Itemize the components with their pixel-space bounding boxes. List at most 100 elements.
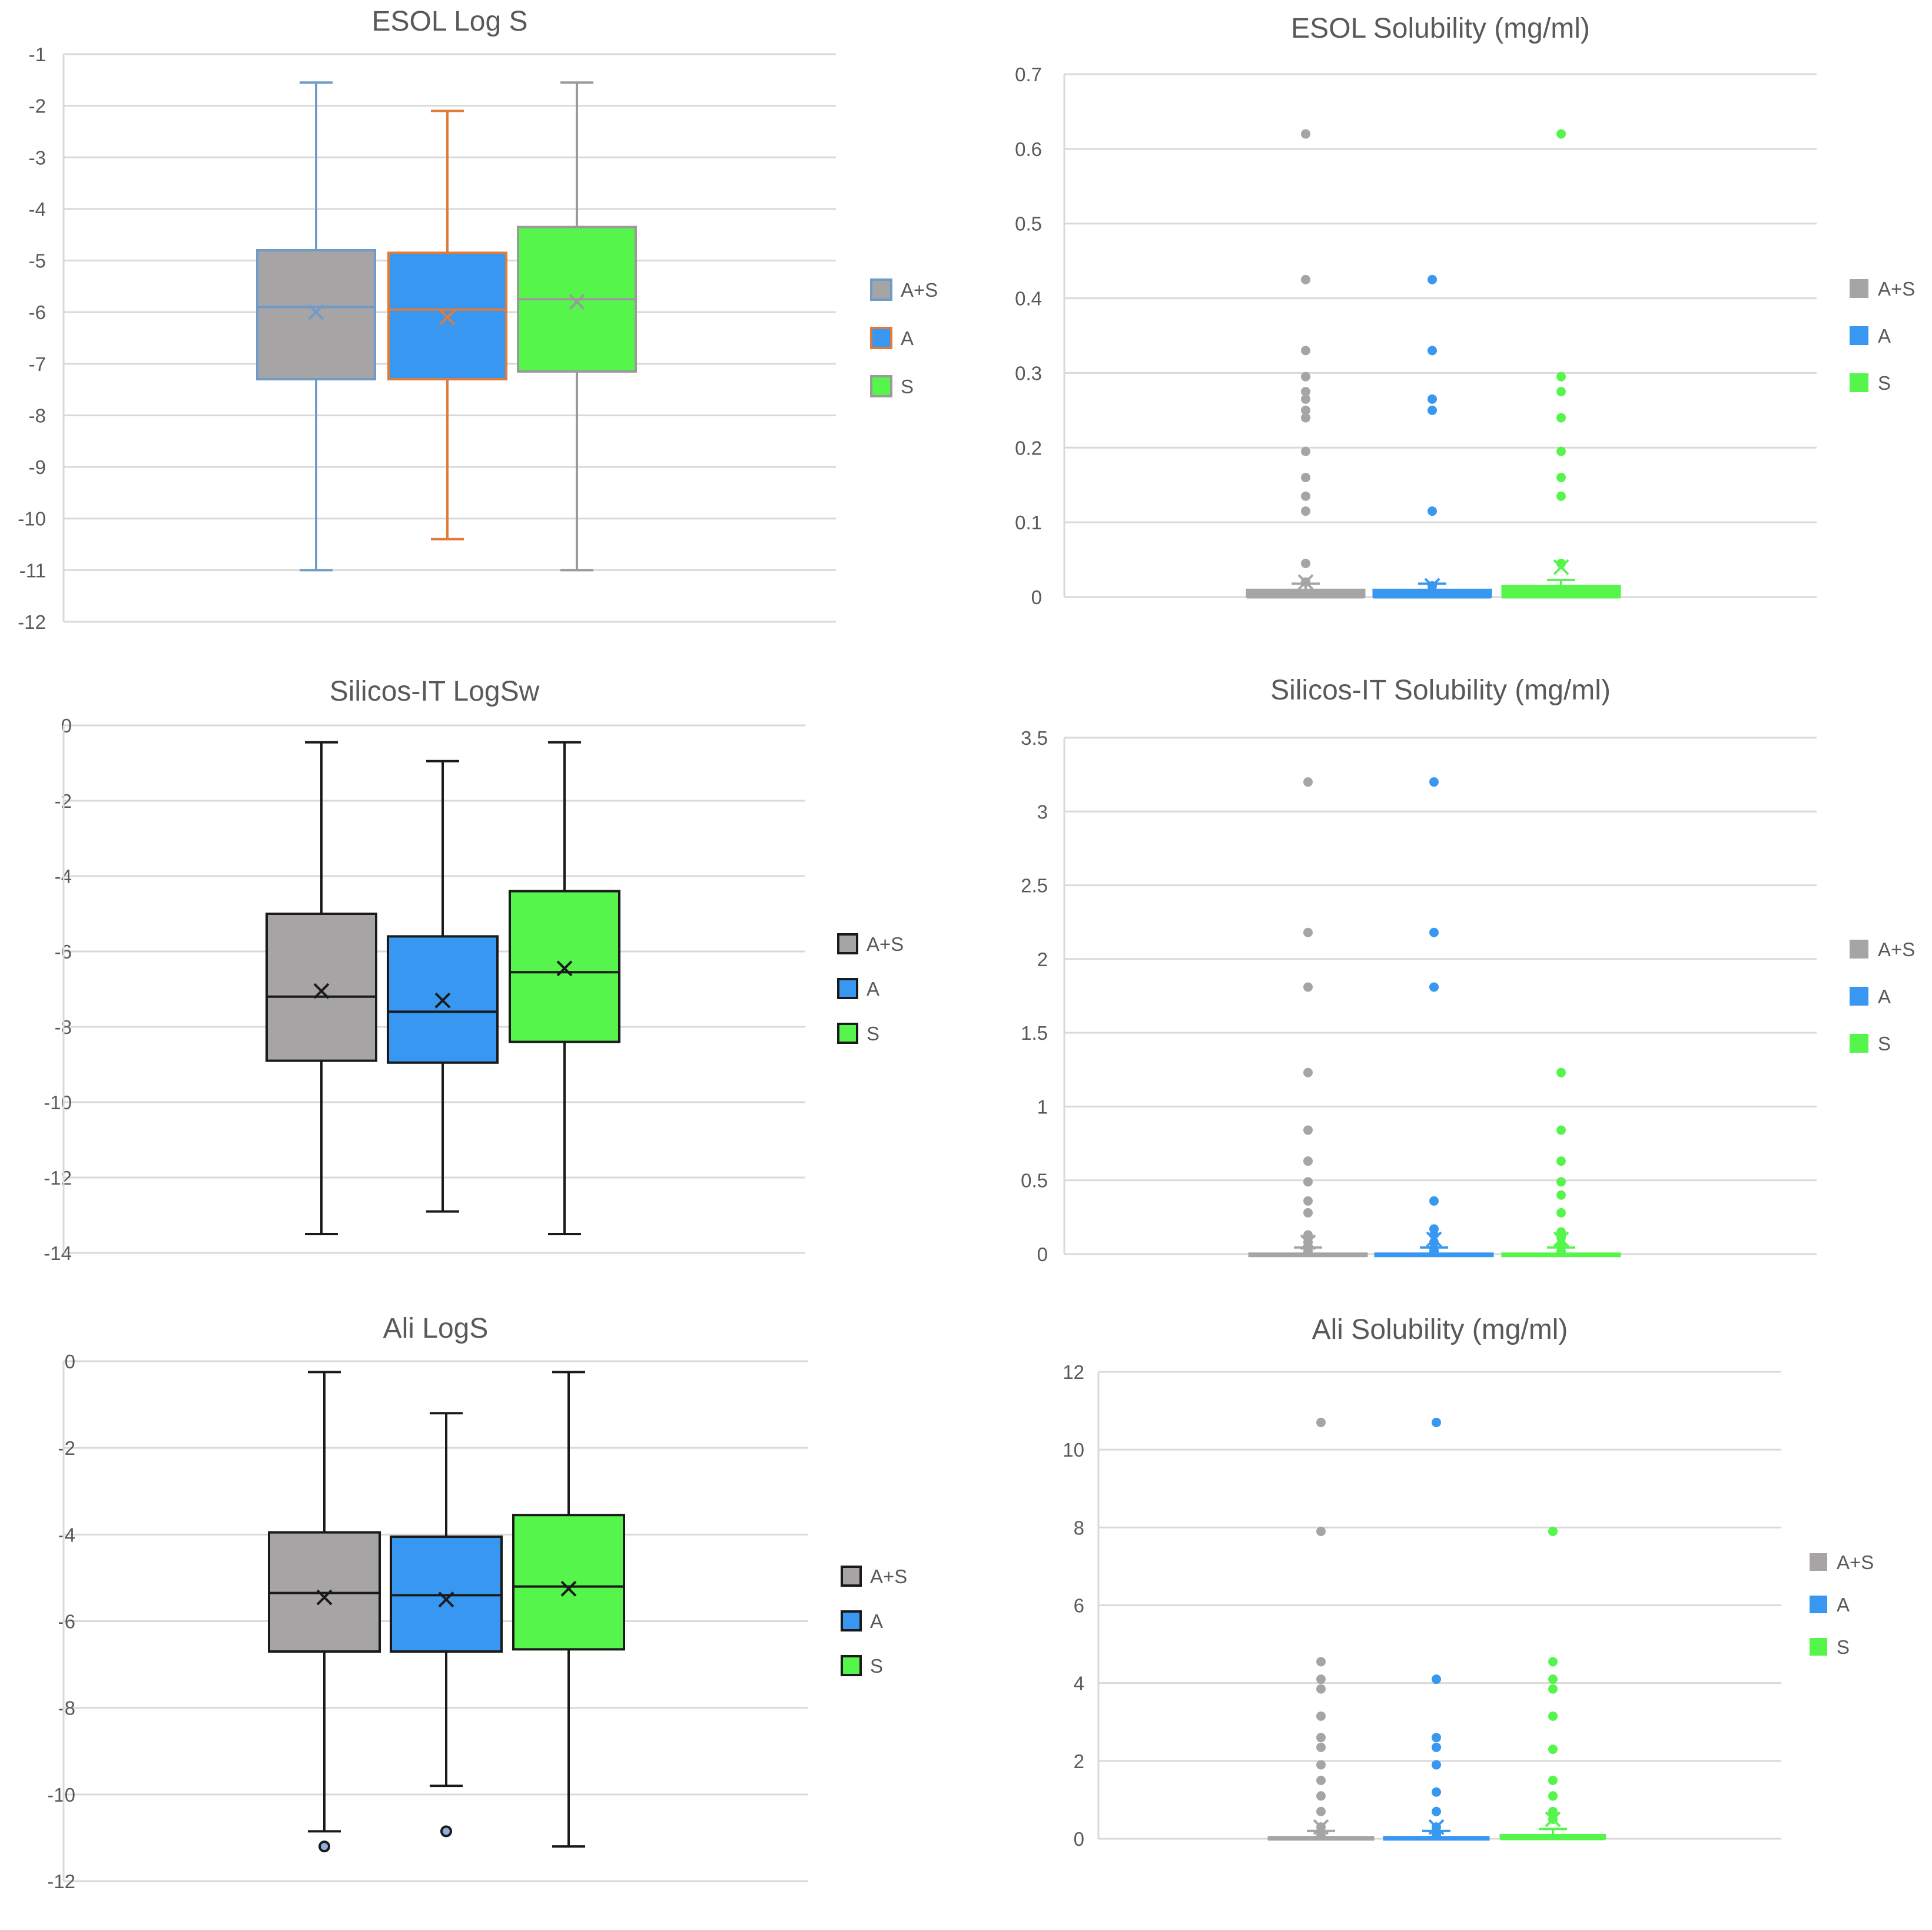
y-tick-label: -2 [58, 1437, 75, 1459]
chart-title: Silicos-IT Solubility (mg/ml) [1270, 675, 1611, 706]
legend-swatch-A [1850, 326, 1868, 345]
y-tick-label: 8 [1074, 1517, 1084, 1538]
data-point [1301, 473, 1310, 483]
y-tick-label: 2 [1074, 1750, 1084, 1772]
y-tick-label: -10 [44, 1092, 72, 1113]
box-A+S [265, 913, 377, 1062]
y-tick-label: -7 [29, 353, 46, 375]
data-point [1303, 927, 1313, 937]
y-tick-label: -12 [18, 611, 46, 633]
data-point [1316, 1806, 1326, 1816]
legend-swatch-A+S [1850, 279, 1868, 298]
chart-title: Ali LogS [383, 1313, 489, 1344]
legend-label: A+S [1878, 939, 1915, 960]
legend-label: A+S [870, 1566, 907, 1587]
chart-panel-4: Silicos-IT Solubility (mg/ml) 3.5 3 2.5 2 1.5… [1021, 675, 1915, 1265]
y-tick-label: -10 [18, 508, 46, 530]
mean-marker [308, 304, 324, 320]
legend-label: A [867, 978, 879, 1000]
series-A+S [1267, 1417, 1375, 1841]
mean-marker [1297, 574, 1314, 591]
y-tick-label: -8 [58, 1697, 75, 1719]
legend-label: S [1878, 372, 1891, 394]
mean-marker [1424, 578, 1440, 594]
data-point [1548, 1711, 1558, 1721]
y-tick-label: 3.5 [1021, 727, 1048, 749]
y-tick-label: 0.6 [1015, 138, 1042, 160]
y-tick-label: 0 [1031, 586, 1042, 608]
data-point [1429, 1246, 1439, 1256]
chart-panel-6: Ali Solubility (mg/ml) 12 10 8 6 4 2 0 A+S AS [1063, 1314, 1874, 1850]
series-A [1372, 274, 1492, 599]
series-S [1501, 129, 1621, 599]
box-A+S [256, 249, 376, 381]
data-point [1301, 129, 1310, 139]
legend-label: A [870, 1610, 883, 1632]
data-point [1548, 1775, 1558, 1785]
data-point [1548, 1526, 1558, 1536]
data-point [1556, 473, 1566, 483]
series-A [390, 1412, 503, 1838]
y-tick-label: 12 [1063, 1361, 1084, 1383]
y-tick-label: 6 [1074, 1595, 1084, 1617]
y-tick-label: 0.5 [1021, 1170, 1048, 1192]
data-point [1556, 1208, 1566, 1218]
data-point [1428, 394, 1437, 404]
mean-marker [438, 1591, 454, 1608]
data-point [1303, 1156, 1313, 1166]
y-tick-label: 0.2 [1015, 437, 1042, 459]
data-point [1556, 1177, 1566, 1187]
mean-marker [556, 960, 573, 977]
data-point [1301, 506, 1310, 516]
data-point [1316, 1684, 1326, 1694]
legend-swatch-S [837, 1023, 858, 1044]
y-tick-label: -11 [19, 559, 46, 581]
legend-swatch-A [837, 978, 858, 999]
legend: A+S A S [841, 1566, 907, 1677]
mean-marker [1545, 1811, 1561, 1828]
data-point [1303, 777, 1313, 787]
data-point [1316, 1775, 1326, 1785]
series-A [1383, 1417, 1490, 1841]
data-point [1556, 387, 1566, 397]
data-point [1316, 1657, 1326, 1667]
y-tick-label: 0.1 [1015, 512, 1042, 533]
mean-marker [1300, 1234, 1316, 1251]
data-point [1301, 372, 1310, 382]
data-point [1556, 413, 1566, 423]
legend-label: A+S [1878, 278, 1915, 300]
legend-swatch-A+S [841, 1566, 862, 1587]
chart-panel-2: ESOL Solubility (mg/ml) 0.7 0.6 0.5 0.4 0.3 0.… [1015, 13, 1915, 608]
y-tick-label: 2.5 [1021, 875, 1048, 897]
data-point [1316, 1733, 1326, 1743]
y-tick-label: -2 [29, 95, 46, 117]
box-S [509, 890, 620, 1043]
data-point [1429, 982, 1439, 992]
legend: A+S A S [837, 933, 904, 1044]
data-point [1556, 1125, 1566, 1135]
legend-swatch-A [841, 1610, 862, 1631]
y-tick-label: 0.3 [1015, 362, 1042, 384]
data-point [1429, 1196, 1439, 1206]
mean-marker [434, 992, 451, 1009]
data-point [1432, 1742, 1441, 1752]
data-point [1301, 491, 1310, 501]
y-tick-label: -12 [47, 1871, 75, 1892]
legend-label: A [1878, 986, 1891, 1007]
y-tick-label: 3 [1037, 801, 1048, 823]
data-point [1548, 1791, 1558, 1801]
y-tick-label: -6 [29, 301, 46, 323]
series-A+S [265, 741, 377, 1235]
series-S [512, 1371, 625, 1848]
legend-label: A+S [867, 933, 904, 955]
data-point [1316, 1417, 1326, 1427]
y-tick-label: 1.5 [1021, 1022, 1048, 1044]
legend-label: S [901, 376, 914, 397]
mean-marker [439, 309, 456, 326]
data-point [1303, 1208, 1313, 1218]
series-A+S [1246, 129, 1366, 599]
legend-swatch-A+S [837, 933, 858, 954]
legend-label: A [1878, 325, 1891, 347]
data-point [1316, 1760, 1326, 1770]
